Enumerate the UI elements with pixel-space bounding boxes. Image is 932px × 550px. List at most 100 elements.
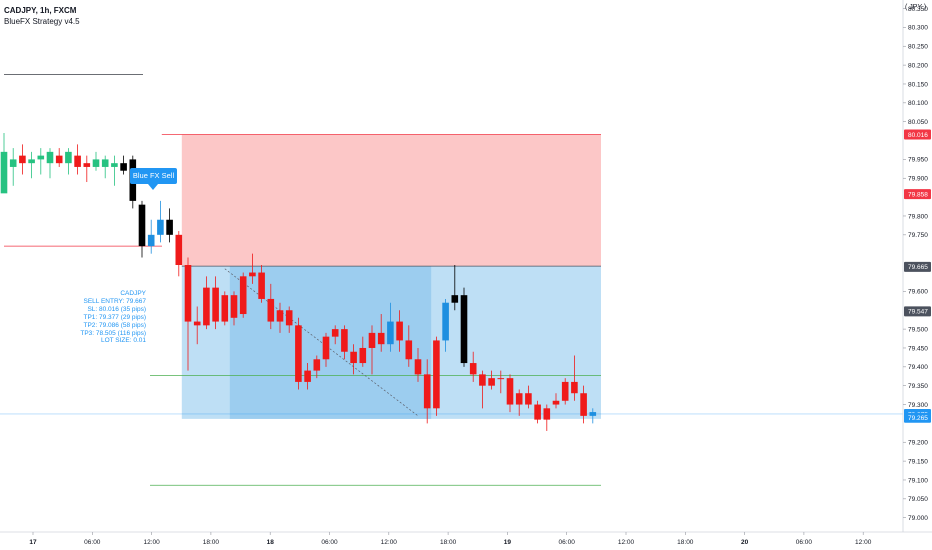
trade-tp3: TP3: 78.505 (116 pips) [80, 329, 146, 337]
candle-body[interactable] [267, 298, 275, 322]
indicator-name[interactable]: BlueFX Strategy v4.5 [4, 17, 80, 26]
candle-body[interactable] [479, 374, 486, 386]
candle-body[interactable] [405, 340, 413, 360]
candle-body[interactable] [497, 378, 505, 380]
price-tick-label: 79.950 [908, 157, 928, 164]
price-tick-label: 79.300 [908, 402, 928, 409]
candle-body[interactable] [184, 265, 192, 322]
candle-body[interactable] [249, 272, 256, 277]
candle-body[interactable] [451, 295, 459, 303]
candle-body[interactable] [101, 159, 109, 167]
time-tick-label: 12:00 [855, 539, 872, 546]
trade-info-panel: CADJPY SELL ENTRY: 79.667 SL: 80.016 (35… [60, 290, 146, 345]
candle-body[interactable] [488, 378, 495, 386]
price-badge-label: 79.858 [908, 191, 928, 198]
candle-body[interactable] [350, 351, 357, 364]
price-tick-label: 80.200 [908, 62, 928, 69]
candle-body[interactable] [414, 359, 422, 375]
candle-body[interactable] [368, 332, 376, 348]
candle-body[interactable] [166, 219, 173, 235]
price-badge [904, 129, 931, 140]
candle-body[interactable] [175, 234, 183, 265]
candle-body[interactable] [543, 408, 551, 420]
candle-body[interactable] [396, 321, 403, 341]
price-tick-label: 80.350 [908, 6, 928, 13]
candle-body[interactable] [19, 155, 26, 164]
price-badge-label: 79.265 [908, 415, 928, 422]
candle-body[interactable] [285, 310, 293, 326]
candle-body[interactable] [193, 321, 201, 326]
candle-body[interactable] [111, 163, 118, 167]
candle-body[interactable] [313, 359, 321, 371]
candle-body[interactable] [304, 370, 311, 382]
candle-body[interactable] [212, 287, 219, 322]
trade-sell-entry: SELL ENTRY: 79.667 [83, 297, 146, 305]
candle-body[interactable] [147, 234, 155, 247]
candle-body[interactable] [92, 159, 100, 167]
candle-body[interactable] [322, 336, 330, 360]
candle-body[interactable] [589, 412, 597, 416]
candle-body[interactable] [423, 374, 431, 409]
candle-body[interactable] [469, 363, 477, 375]
time-tick-label: 06:00 [559, 539, 576, 546]
candle-body[interactable] [552, 400, 560, 405]
currency-label: ( JPY ) [905, 4, 927, 11]
candle-body[interactable] [28, 159, 35, 164]
candle-body[interactable] [561, 381, 569, 401]
candle-body[interactable] [331, 329, 339, 337]
time-tick-label: 06:00 [84, 539, 101, 546]
price-tick-label: 79.200 [908, 440, 928, 447]
trade-stop-loss: SL: 80.016 (35 pips) [87, 305, 146, 313]
candle-body[interactable] [295, 325, 302, 382]
candle-body[interactable] [65, 151, 72, 164]
candle-body[interactable] [138, 204, 146, 247]
candle-body[interactable] [276, 310, 284, 322]
candle-body[interactable] [230, 295, 238, 318]
candle-body[interactable] [55, 155, 63, 164]
candle-body[interactable] [74, 155, 81, 167]
candle-body[interactable] [534, 404, 541, 420]
price-badge-label: 79.547 [908, 309, 928, 316]
candle-body[interactable] [571, 381, 578, 394]
candle-body[interactable] [258, 272, 265, 299]
time-tick-label: 06:00 [796, 539, 813, 546]
price-tick-label: 80.150 [908, 81, 928, 88]
candle-body[interactable] [221, 295, 229, 322]
stop-loss-zone [181, 134, 602, 267]
candle-body[interactable] [9, 159, 17, 167]
candle-body[interactable] [239, 276, 247, 315]
price-tick-label: 79.750 [908, 232, 928, 239]
candle-body[interactable] [515, 393, 523, 405]
candle-body[interactable] [377, 332, 385, 345]
time-tick-label: 17 [29, 539, 37, 546]
candle-body[interactable] [37, 155, 45, 160]
candle-body[interactable] [46, 151, 54, 164]
time-tick-label: 12:00 [143, 539, 160, 546]
time-tick-label: 18 [267, 539, 275, 546]
candle-body[interactable] [83, 163, 91, 167]
candle-body[interactable] [525, 393, 532, 405]
candle-body[interactable] [442, 302, 449, 341]
candle-body[interactable] [157, 219, 164, 235]
time-tick-label: 12:00 [381, 539, 398, 546]
candle-body[interactable] [506, 378, 514, 405]
price-tick-label: 80.050 [908, 119, 928, 126]
candle-body[interactable] [203, 287, 210, 326]
candle-body[interactable] [341, 329, 348, 352]
time-tick-label: 19 [504, 539, 512, 546]
candle-body[interactable] [359, 347, 367, 364]
trade-pair: CADJPY [120, 290, 146, 297]
price-tick-label: 80.300 [908, 25, 928, 32]
price-badge [904, 189, 931, 200]
candle-body[interactable] [0, 151, 8, 194]
candle-body[interactable] [433, 340, 440, 409]
candle-body[interactable] [120, 163, 127, 171]
candle-body[interactable] [580, 393, 587, 416]
price-tick-label: 79.350 [908, 383, 928, 390]
price-tick-label: 80.100 [908, 100, 928, 107]
candle-body[interactable] [460, 295, 468, 364]
price-badge-label: 79.665 [908, 264, 928, 271]
candle-body[interactable] [387, 321, 394, 345]
